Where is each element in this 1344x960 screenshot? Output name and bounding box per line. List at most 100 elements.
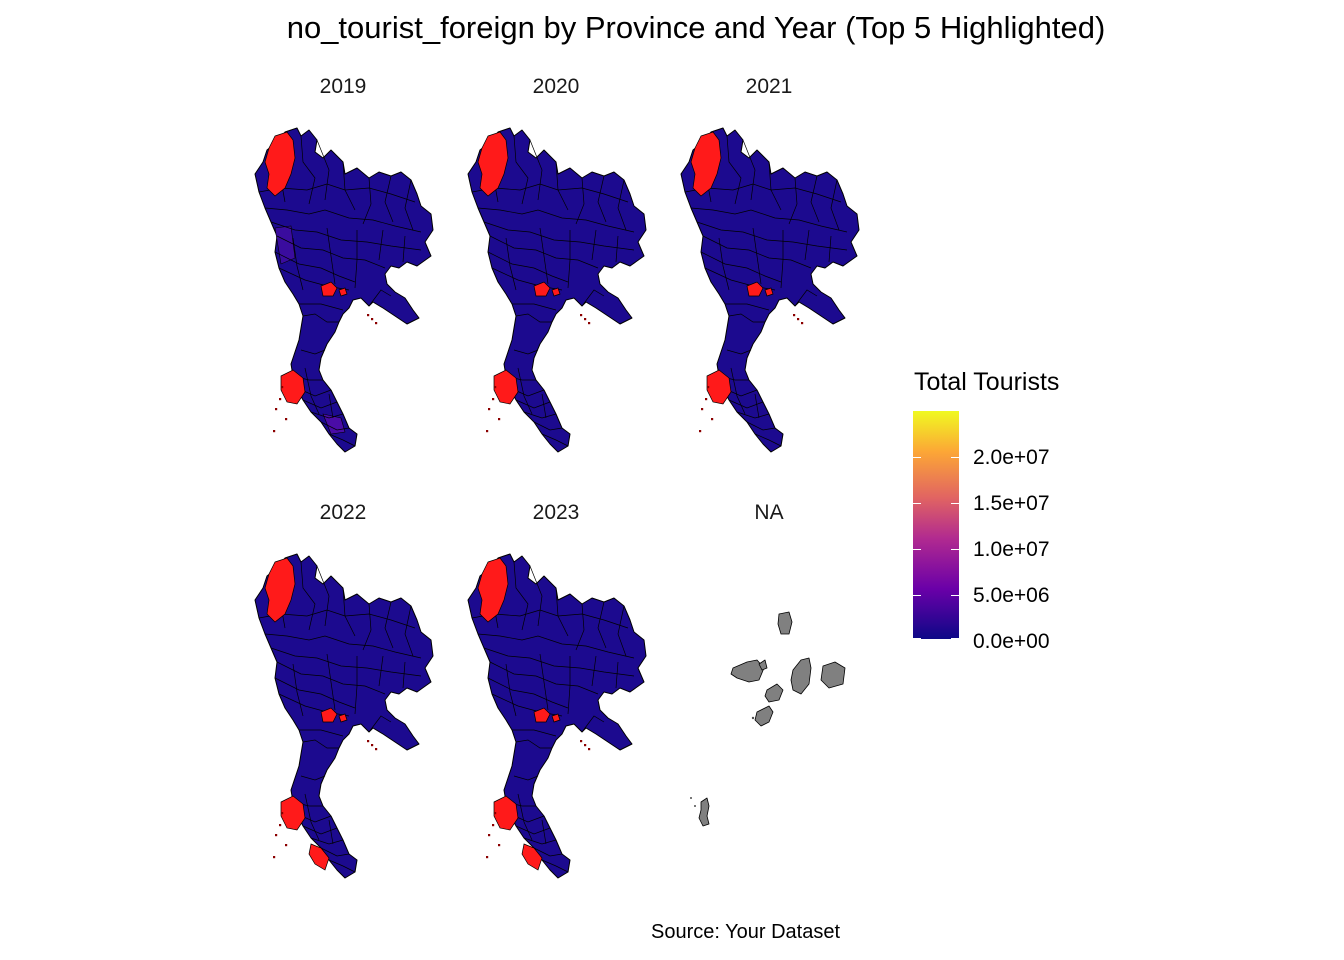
province-borders [258, 557, 422, 873]
island [801, 322, 804, 325]
highlight-phuket [493, 795, 519, 831]
highlight-bangkok [533, 707, 551, 723]
island [375, 322, 378, 325]
province-borders [684, 131, 848, 447]
island [375, 748, 378, 751]
island [367, 740, 370, 743]
legend-label-1-5e7: 1.5e+07 [973, 492, 1050, 515]
na-islet [694, 805, 696, 807]
legend-tick [913, 638, 921, 639]
province-borders [471, 557, 635, 873]
island [705, 398, 708, 401]
top5-highlights [264, 131, 348, 405]
highlight-chonburi [551, 713, 561, 723]
island [494, 812, 497, 815]
na-region-west-islet [758, 659, 768, 671]
na-region-east [820, 661, 846, 689]
province-borders [258, 131, 422, 447]
island [492, 824, 495, 827]
highlight-chiang-mai [477, 557, 509, 623]
top5-highlights [477, 557, 561, 871]
island [281, 386, 284, 389]
island [580, 740, 583, 743]
island [707, 386, 710, 389]
island [367, 314, 370, 317]
map-panel-na [690, 611, 846, 827]
island [492, 398, 495, 401]
legend-tick [951, 638, 959, 639]
na-region-north [777, 611, 793, 635]
na-islet [690, 797, 692, 799]
legend-tick [951, 549, 959, 550]
island [275, 834, 278, 837]
highlight-bangkok [320, 707, 338, 723]
highlight-chonburi [338, 287, 348, 297]
island [711, 418, 714, 421]
island [488, 834, 491, 837]
facet-label-na: NA [754, 501, 784, 524]
facet-label-2019: 2019 [319, 75, 367, 98]
island [498, 844, 501, 847]
top5-highlights [264, 557, 348, 871]
map-panel-2020 [467, 127, 647, 453]
legend-tick [913, 457, 921, 458]
island [285, 844, 288, 847]
legend-colorbar [913, 411, 959, 639]
highlight-chiang-mai [477, 131, 509, 197]
island [285, 418, 288, 421]
top5-highlights [690, 131, 774, 405]
highlight-songkhla [521, 843, 543, 871]
island [281, 812, 284, 815]
legend-title: Total Tourists [914, 368, 1060, 396]
highlight-bangkok [746, 281, 764, 297]
na-region-center [790, 657, 812, 695]
na-region-mid [764, 683, 784, 703]
island [588, 748, 591, 751]
highlight-phuket [280, 369, 306, 405]
islands [486, 740, 591, 859]
map-panel-2019 [254, 127, 434, 453]
legend-tick [913, 549, 921, 550]
island [371, 318, 374, 321]
facet-label-2020: 2020 [532, 75, 580, 98]
highlight-chonburi [551, 287, 561, 297]
island [488, 408, 491, 411]
legend-tick [951, 457, 959, 458]
island [498, 418, 501, 421]
legend-label-0: 0.0e+00 [973, 630, 1050, 653]
legend-tick [951, 595, 959, 596]
highlight-chiang-mai [690, 131, 722, 197]
island [486, 856, 489, 859]
island [580, 314, 583, 317]
island [699, 430, 702, 433]
map-panel-2023 [467, 553, 647, 879]
island [275, 408, 278, 411]
island [273, 856, 276, 859]
island [273, 430, 276, 433]
islands [273, 314, 378, 433]
legend-label-1e7: 1.0e+07 [973, 538, 1050, 561]
highlight-chiang-mai [264, 131, 296, 197]
islands [486, 314, 591, 433]
province-mid [322, 413, 346, 435]
legend-label-5e6: 5.0e+06 [973, 584, 1050, 607]
highlight-bangkok [320, 281, 338, 297]
map-panel-2022 [254, 553, 434, 879]
islands [273, 740, 378, 859]
highlight-chonburi [764, 287, 774, 297]
na-region-west [730, 659, 765, 683]
facet-label-2021: 2021 [745, 75, 793, 98]
island [701, 408, 704, 411]
na-region-south [698, 797, 710, 827]
island [279, 398, 282, 401]
highlight-phuket [493, 369, 519, 405]
legend-label-2e7: 2.0e+07 [973, 446, 1050, 469]
na-islet [751, 716, 755, 720]
island [486, 430, 489, 433]
island [371, 744, 374, 747]
province-borders [471, 131, 635, 447]
island [793, 314, 796, 317]
legend-tick [951, 503, 959, 504]
highlight-phuket [706, 369, 732, 405]
facet-label-2022: 2022 [319, 501, 367, 524]
